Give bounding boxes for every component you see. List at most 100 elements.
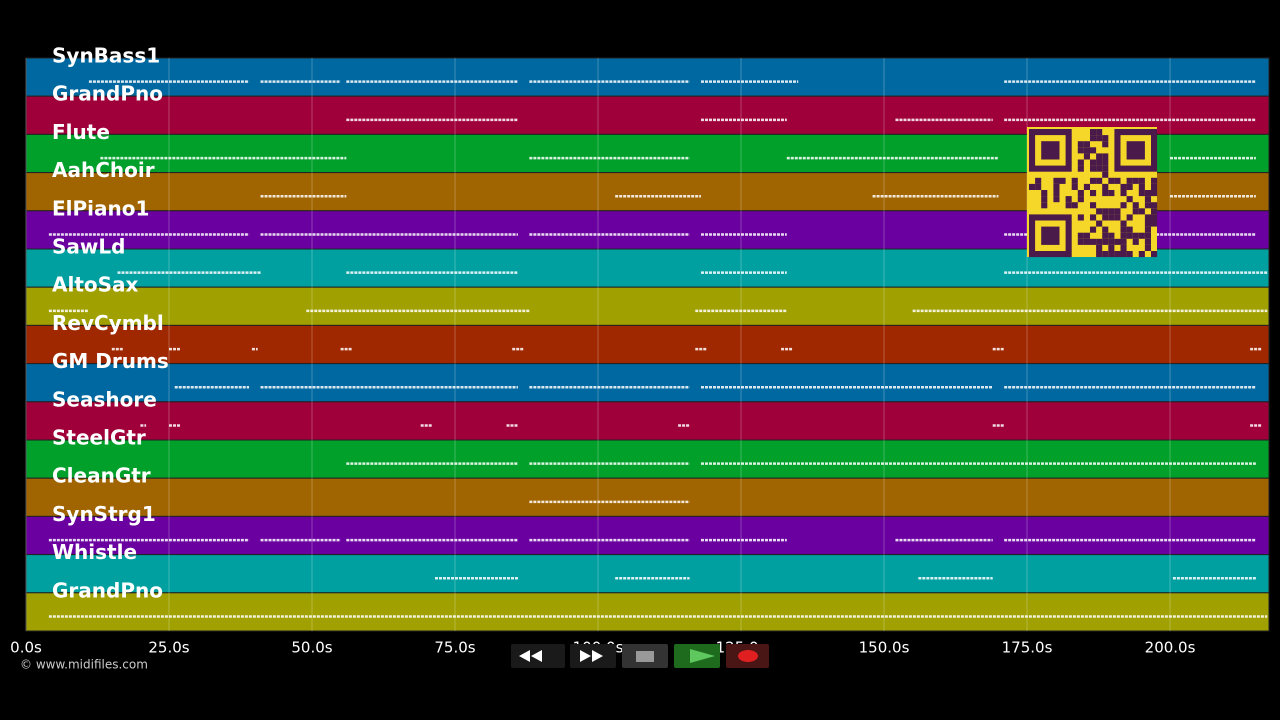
qr-module <box>1151 251 1158 258</box>
qr-module <box>1077 159 1084 166</box>
qr-module <box>1059 177 1066 184</box>
qr-module <box>1102 238 1109 245</box>
qr-module <box>1083 238 1090 245</box>
qr-module <box>1126 214 1133 221</box>
qr-module <box>1132 177 1139 184</box>
qr-module <box>1096 159 1103 166</box>
qr-finder <box>1041 226 1060 245</box>
qr-module <box>1108 214 1115 221</box>
track-name: CleanGtr <box>52 464 151 488</box>
qr-module <box>1102 214 1109 221</box>
record-icon <box>738 650 758 662</box>
qr-module <box>1096 165 1103 172</box>
qr-module <box>1090 165 1097 172</box>
qr-module <box>1144 232 1151 239</box>
qr-finder <box>1041 141 1060 160</box>
qr-module <box>1096 244 1103 251</box>
qr-module <box>1132 232 1139 239</box>
qr-module <box>1071 202 1078 209</box>
qr-module <box>1071 177 1078 184</box>
qr-module <box>1126 196 1133 203</box>
qr-module <box>1138 183 1145 190</box>
qr-module <box>1120 238 1127 245</box>
qr-module <box>1090 226 1097 233</box>
track-name: RevCymbl <box>52 311 164 335</box>
qr-module <box>1090 147 1097 154</box>
qr-module <box>1035 177 1042 184</box>
qr-module <box>1083 147 1090 154</box>
notes <box>48 80 1268 618</box>
qr-module <box>1120 190 1127 197</box>
qr-module <box>1138 232 1145 239</box>
rewind-icon <box>519 650 542 662</box>
track-row <box>25 554 1270 594</box>
qr-module <box>1041 190 1048 197</box>
qr-module <box>1151 220 1158 227</box>
track-name: Whistle <box>52 540 137 564</box>
qr-module <box>1102 141 1109 148</box>
qr-module <box>1120 232 1127 239</box>
qr-module <box>1041 202 1048 209</box>
qr-module <box>1114 238 1121 245</box>
track-name: SteelGtr <box>52 426 146 450</box>
track-labels: SynBass1 GrandPno Flute AahChoir ElPiano1 Saw… <box>52 44 169 603</box>
qr-module <box>1120 244 1127 251</box>
qr-module <box>1090 190 1097 197</box>
qr-module <box>1041 196 1048 203</box>
qr-module <box>1114 177 1121 184</box>
qr-module <box>1132 202 1139 209</box>
qr-module <box>1102 251 1109 258</box>
qr-module <box>1077 214 1084 221</box>
qr-code <box>1027 127 1158 258</box>
qr-module <box>1126 183 1133 190</box>
qr-module <box>1114 214 1121 221</box>
qr-module <box>1077 147 1084 154</box>
track-name: AltoSax <box>52 273 139 297</box>
qr-module <box>1053 177 1060 184</box>
qr-module <box>1102 171 1109 178</box>
qr-module <box>1144 244 1151 251</box>
qr-module <box>1090 238 1097 245</box>
qr-module <box>1120 202 1127 209</box>
qr-module <box>1096 238 1103 245</box>
qr-module <box>1144 226 1151 233</box>
track-name: SawLd <box>52 235 125 259</box>
qr-module <box>1126 251 1133 258</box>
tick-label: 200.0s <box>1145 639 1196 657</box>
qr-module <box>1120 226 1127 233</box>
qr-module <box>1083 232 1090 239</box>
track-row <box>25 57 1270 97</box>
track-row <box>25 363 1270 403</box>
qr-module <box>1132 208 1139 215</box>
qr-module <box>1144 202 1151 209</box>
qr-module <box>1096 208 1103 215</box>
qr-module <box>1053 183 1060 190</box>
stop-icon <box>636 651 654 662</box>
track-row <box>25 477 1270 517</box>
qr-module <box>1083 183 1090 190</box>
qr-module <box>1144 238 1151 245</box>
qr-module <box>1065 196 1072 203</box>
qr-module <box>1138 190 1145 197</box>
track-row <box>25 324 1270 365</box>
tick-label: 0.0s <box>10 639 42 657</box>
tick-label: 50.0s <box>291 639 332 657</box>
qr-module <box>1120 220 1127 227</box>
track-row <box>25 515 1270 556</box>
qr-module <box>1102 190 1109 197</box>
qr-module <box>1108 208 1115 215</box>
qr-module <box>1126 177 1133 184</box>
tick-label: 75.0s <box>434 639 475 657</box>
qr-module <box>1108 244 1115 251</box>
qr-module <box>1090 129 1097 136</box>
qr-module <box>1138 251 1145 258</box>
qr-module <box>1096 220 1103 227</box>
qr-module <box>1151 202 1158 209</box>
qr-module <box>1077 190 1084 197</box>
qr-module <box>1108 238 1115 245</box>
track-name: Seashore <box>52 387 157 411</box>
forward-icon <box>580 650 603 662</box>
qr-module <box>1144 220 1151 227</box>
